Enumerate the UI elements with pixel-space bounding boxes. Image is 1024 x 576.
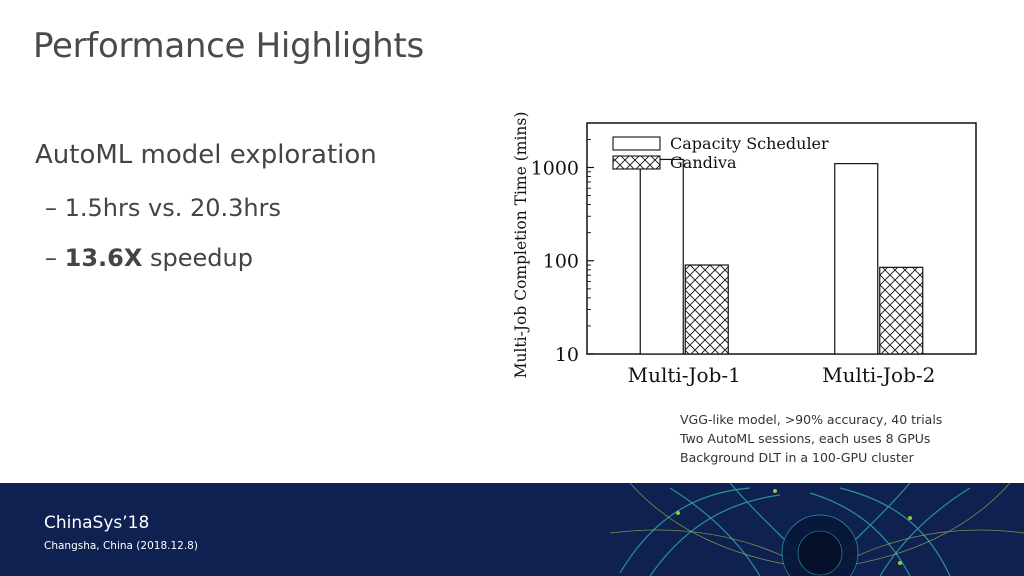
bullet-dash: – (45, 244, 57, 272)
bullet-sub-2-text: speedup (142, 244, 253, 272)
note-line: Background DLT in a 100-GPU cluster (680, 450, 914, 465)
bullet-sub-1-text: 1.5hrs vs. 20.3hrs (64, 194, 282, 222)
y-ticks: 10 100 1000 (531, 122, 594, 366)
plot-frame (586, 122, 977, 355)
x-tick-label: Multi-Job-1 (628, 363, 741, 387)
legend-swatch (612, 136, 661, 151)
legend-label: Capacity Scheduler (670, 134, 829, 153)
slide-title: Performance Highlights (33, 26, 424, 66)
completion-time-chart: Multi-Job Completion Time (mins) 1010010… (512, 112, 977, 387)
bar-gandiva-1 (684, 264, 729, 355)
conference-name: ChinaSys’18 (44, 513, 150, 533)
bullet-list: AutoML model exploration – 1.5hrs vs. 20… (35, 140, 377, 294)
y-axis-label: Multi-Job Completion Time (mins) (512, 112, 530, 379)
conference-location: Changsha, China (2018.12.8) (44, 540, 198, 552)
x-tick-label: Multi-Job-2 (822, 363, 935, 387)
note-line: Two AutoML sessions, each uses 8 GPUs (680, 431, 931, 446)
bullet-main: AutoML model exploration (35, 140, 377, 170)
y-tick-label: 1000 (531, 157, 579, 179)
bullet-sub-1: – 1.5hrs vs. 20.3hrs (45, 194, 377, 222)
bars (639, 158, 924, 355)
note-line: VGG-like model, >90% accuracy, 40 trials (680, 412, 943, 427)
legend-label: Gandiva (670, 153, 737, 172)
notes: VGG-like model, >90% accuracy, 40 trials… (680, 410, 942, 467)
y-tick-label: 100 (543, 251, 579, 273)
bar-capacity-scheduler-1 (639, 158, 684, 355)
decorative-spiral-art (610, 483, 1024, 576)
bullet-dash: – (45, 194, 57, 222)
x-tick-labels: Multi-Job-1 Multi-Job-2 (628, 363, 936, 387)
footer-bar: ChinaSys’18 Changsha, China (2018.12.8) (0, 483, 1024, 576)
bar-gandiva-2 (879, 266, 924, 355)
y-tick-label: 10 (555, 344, 579, 366)
bullet-sub-2: – 13.6X speedup (45, 244, 377, 272)
bar-capacity-scheduler-2 (834, 163, 879, 355)
speedup-value: 13.6X (64, 244, 143, 272)
legend-swatch (612, 155, 661, 170)
